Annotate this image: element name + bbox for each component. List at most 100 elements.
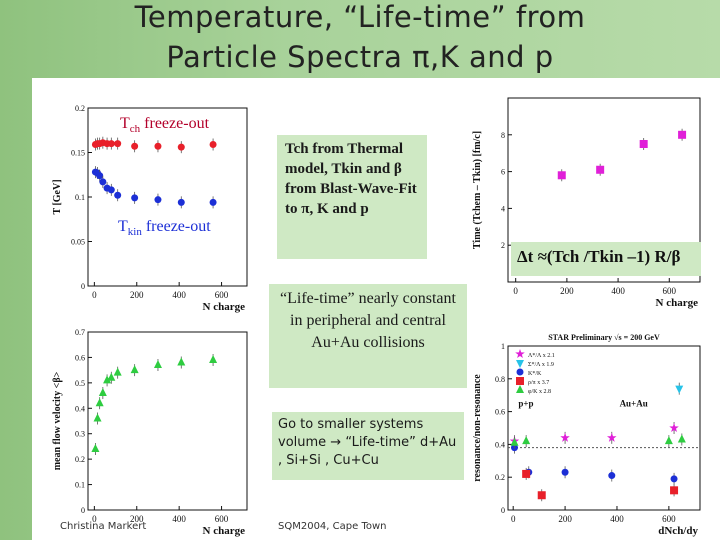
y-tick-label: 0.05 xyxy=(71,238,85,247)
y-tick-label: 0 xyxy=(81,506,85,515)
data-point xyxy=(103,375,112,384)
data-point xyxy=(153,360,162,369)
y-tick-label: 0 xyxy=(81,282,85,291)
data-point xyxy=(209,354,218,363)
y-tick-label: 0.2 xyxy=(495,473,505,482)
x-tick-label: 200 xyxy=(130,290,144,300)
x-tick-label: 600 xyxy=(663,286,677,296)
footer-author: Christina Markert xyxy=(60,521,147,532)
y-tick-label: 0.3 xyxy=(75,430,85,439)
chart-frame xyxy=(87,331,248,511)
y-tick-label: 0.4 xyxy=(75,404,85,413)
lifetime-formula-box: Δt ≈(Tch /Tkin –1) R/β xyxy=(511,242,701,276)
data-point xyxy=(557,171,566,180)
x-tick-label: 200 xyxy=(558,514,572,524)
footer-conference: SQM2004, Cape Town xyxy=(278,521,387,532)
chart-title: STAR Preliminary √s = 200 GeV xyxy=(548,333,660,342)
tkin-freeze-label: Tkin freeze-out xyxy=(118,218,211,239)
data-point xyxy=(107,186,115,194)
data-point xyxy=(664,436,673,445)
annotation-label: p+p xyxy=(518,399,533,409)
legend-label: K*/K xyxy=(528,371,542,377)
y-axis-title: T [GeV] xyxy=(52,179,63,214)
y-tick-label: 0.4 xyxy=(495,440,505,449)
data-point xyxy=(537,491,546,500)
data-point xyxy=(560,432,570,442)
x-tick-label: 200 xyxy=(560,286,574,296)
y-tick-label: 0.8 xyxy=(495,375,505,384)
data-point xyxy=(91,443,100,452)
data-point xyxy=(130,365,139,374)
data-point xyxy=(114,191,122,199)
data-point xyxy=(670,475,678,483)
data-point xyxy=(99,178,107,186)
legend-label: ρ/π x 3.7 xyxy=(528,380,549,386)
y-tick-label: 0.7 xyxy=(75,328,85,337)
data-point xyxy=(522,469,531,478)
data-point xyxy=(96,172,104,180)
x-tick-label: 0 xyxy=(513,286,518,296)
x-axis-title: N charge xyxy=(203,301,246,313)
legend-marker xyxy=(516,360,524,368)
x-tick-label: 0 xyxy=(511,514,516,524)
x-axis-title: N charge xyxy=(656,297,699,309)
x-tick-label: 400 xyxy=(610,514,624,524)
data-point xyxy=(639,140,648,148)
data-point xyxy=(113,367,122,376)
data-point xyxy=(177,357,186,366)
data-point xyxy=(209,198,217,206)
data-point xyxy=(98,388,107,397)
y-tick-label: 0 xyxy=(501,506,505,515)
data-point xyxy=(177,198,185,206)
thermal-model-box: Tch from Thermal model, Tkin and β from … xyxy=(277,135,427,259)
y-tick-label: 2 xyxy=(501,241,505,250)
data-point xyxy=(608,472,616,480)
data-point xyxy=(154,142,162,150)
chart-frame xyxy=(507,97,701,283)
data-point xyxy=(677,434,686,443)
x-tick-label: 200 xyxy=(130,514,144,524)
y-tick-label: 4 xyxy=(501,204,505,213)
data-point xyxy=(670,486,679,495)
data-point xyxy=(107,140,115,148)
tch-freeze-label: Tch freeze-out xyxy=(120,115,210,136)
y-tick-label: 8 xyxy=(501,131,505,140)
data-point xyxy=(675,385,684,394)
data-point xyxy=(669,423,679,432)
y-axis-title: Time (Tchem – Tkin) [fm/c] xyxy=(472,131,483,249)
legend-label: φ/K x 2.8 xyxy=(528,389,551,395)
data-point xyxy=(131,142,139,150)
y-tick-label: 0.6 xyxy=(495,408,505,417)
legend-marker xyxy=(516,368,524,376)
legend-marker xyxy=(516,385,524,393)
y-axis-title: resonance/non-resonance xyxy=(472,374,483,482)
data-point xyxy=(596,165,605,174)
legend-label: Λ*/Λ x 2.1 xyxy=(528,353,555,359)
data-point xyxy=(154,196,162,204)
y-tick-label: 0.6 xyxy=(75,353,85,362)
data-point xyxy=(607,432,617,442)
data-point xyxy=(131,194,139,202)
y-tick-label: 1 xyxy=(501,342,505,351)
x-tick-label: 400 xyxy=(172,290,186,300)
chart-frame xyxy=(507,345,701,511)
data-point xyxy=(510,437,519,446)
slide-title-line2: Particle Spectra π,K and p xyxy=(166,40,554,74)
x-tick-label: 600 xyxy=(215,290,229,300)
data-point xyxy=(209,140,217,148)
annotation-label: Au+Au xyxy=(620,399,648,409)
x-axis-title: N charge xyxy=(203,525,246,537)
y-tick-label: 0.1 xyxy=(75,481,85,490)
legend-label: Σ*/Λ x 1.9 xyxy=(528,362,554,368)
y-tick-label: 0.2 xyxy=(75,455,85,464)
data-point xyxy=(522,436,531,445)
data-point xyxy=(678,130,687,139)
x-axis-title: dNch/dy xyxy=(658,525,698,537)
y-tick-label: 0.5 xyxy=(75,379,85,388)
x-tick-label: 0 xyxy=(92,514,97,524)
y-axis-title: mean flow velocity <β> xyxy=(52,371,63,470)
y-tick-label: 0.2 xyxy=(75,104,85,113)
x-tick-label: 0 xyxy=(92,290,97,300)
y-tick-label: 6 xyxy=(501,168,505,177)
